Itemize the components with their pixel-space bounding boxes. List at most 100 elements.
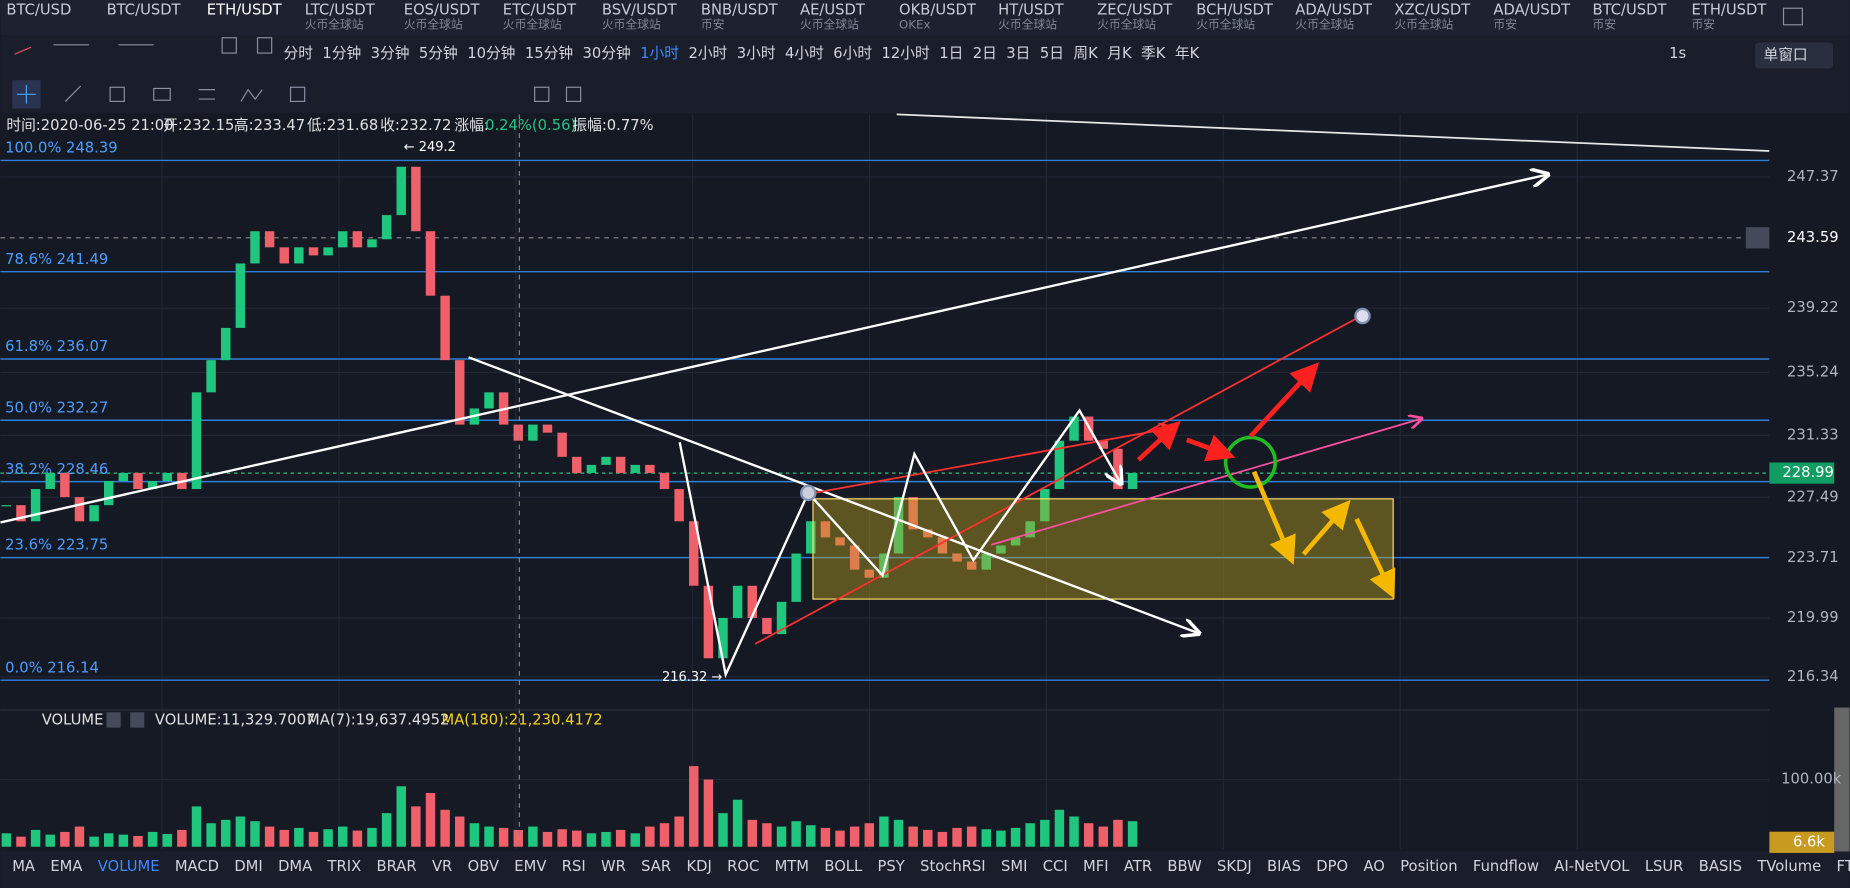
indicator-tab[interactable]: MFI [1083, 858, 1109, 875]
tab-venue[interactable]: 火币全球站 [1295, 17, 1354, 31]
indicator-tab[interactable]: OBV [468, 858, 499, 875]
tab-pair[interactable]: AE/USDT [800, 2, 866, 19]
timeframe[interactable]: 3分钟 [371, 45, 410, 62]
tab-pair[interactable]: LTC/USDT [305, 2, 376, 19]
volume-settings[interactable] [106, 712, 121, 728]
tab-venue[interactable]: 火币全球站 [305, 17, 364, 31]
indicator-tab[interactable]: StochRSI [920, 858, 986, 875]
timeframe[interactable]: 3日 [1006, 45, 1030, 62]
indicator-tab[interactable]: WR [601, 858, 626, 875]
tab-venue[interactable]: 火币全球站 [998, 17, 1057, 31]
indicator-tab[interactable]: CCI [1043, 858, 1068, 875]
timeframe[interactable]: 3小时 [737, 45, 776, 62]
indicator-tab[interactable]: BOLL [824, 858, 863, 875]
indicator-tab[interactable]: Fundflow [1473, 858, 1539, 875]
timeframe[interactable]: 4小时 [785, 45, 824, 62]
tab-pair[interactable]: HT/USDT [998, 2, 1065, 19]
indicator-tab[interactable]: BASIS [1699, 858, 1742, 875]
tab-pair[interactable]: BCH/USDT [1196, 2, 1274, 19]
indicator-tab[interactable]: BBW [1167, 858, 1202, 875]
tab-pair[interactable]: BTC/USDT [1592, 2, 1667, 19]
indicator-tab[interactable]: LSUR [1645, 858, 1684, 875]
indicator-tab[interactable]: TVolume [1756, 858, 1821, 875]
tab-pair[interactable]: XZC/USDT [1394, 2, 1471, 19]
tab-venue[interactable]: 币安 [1592, 17, 1616, 31]
indicator-tab[interactable]: Position [1400, 858, 1457, 875]
indicator-tab[interactable]: PSY [878, 858, 906, 875]
indicator-tab[interactable]: DMA [278, 858, 312, 875]
indicator-tab[interactable]: TRIX [327, 858, 362, 875]
indicator-tab[interactable]: MACD [175, 858, 219, 875]
indicator-tab[interactable]: DMI [234, 858, 262, 875]
timeframe[interactable]: 12小时 [882, 45, 930, 62]
indicator-tab[interactable]: BRAR [377, 858, 417, 875]
tab-venue[interactable]: 火币全球站 [404, 17, 463, 31]
timeframe[interactable]: 年K [1175, 45, 1200, 62]
tab-pair[interactable]: ADA/USDT [1295, 2, 1373, 19]
scrollbar[interactable] [1834, 707, 1850, 855]
drawings [0, 113, 1770, 850]
timeframe[interactable]: 2小时 [688, 45, 727, 62]
tab-pair[interactable]: ETH/USDT [1692, 2, 1768, 19]
indicator-tab[interactable]: AI-NetVOL [1554, 858, 1630, 875]
indicator-tab[interactable]: KDJ [686, 858, 711, 875]
tab-venue[interactable]: 火币全球站 [1097, 17, 1156, 31]
timeframe[interactable]: 2日 [973, 45, 997, 62]
indicator-tab[interactable]: DPO [1316, 858, 1348, 875]
window-mode[interactable]: 单窗口 [1763, 45, 1807, 63]
tab-venue[interactable]: 火币全球站 [1394, 17, 1453, 31]
indicator-tab[interactable]: BIAS [1267, 858, 1301, 875]
timeframe[interactable]: 15分钟 [525, 45, 573, 62]
timeframe[interactable]: 分时 [283, 45, 313, 62]
indicator-tab[interactable]: SAR [641, 858, 671, 875]
tab-pair[interactable]: ADA/USDT [1493, 2, 1571, 19]
indicator-tab[interactable]: RSI [562, 858, 586, 875]
indicator-tab[interactable]: MTM [775, 858, 809, 875]
indicator-tab[interactable]: ATR [1124, 858, 1152, 875]
add-tab[interactable] [1782, 7, 1803, 26]
tab-venue[interactable]: 火币全球站 [602, 17, 661, 31]
tab-pair[interactable]: BSV/USDT [602, 2, 678, 19]
tab-venue[interactable]: 币安 [1692, 17, 1716, 31]
tab-venue[interactable]: OKEx [899, 17, 930, 31]
candle [542, 424, 553, 433]
indicator-tab[interactable]: SMI [1001, 858, 1027, 875]
indicator-tab[interactable]: FTBS [1836, 858, 1850, 875]
tab-pair[interactable]: BTC/USD [6, 2, 71, 19]
tab-pair[interactable]: BNB/USDT [701, 2, 779, 19]
timeframe[interactable]: 5分钟 [419, 45, 458, 62]
candle [338, 231, 348, 248]
tab-pair[interactable]: EOS/USDT [404, 2, 481, 19]
timeframe[interactable]: 10分钟 [467, 45, 515, 62]
timeframe[interactable]: 5日 [1040, 45, 1064, 62]
timeframe[interactable]: 1日 [939, 45, 963, 62]
tab-venue[interactable]: 币安 [1493, 17, 1517, 31]
interval-toggle[interactable]: 1s [1669, 45, 1686, 62]
tab-pair[interactable]: ZEC/USDT [1097, 2, 1173, 19]
indicator-tab[interactable]: EMA [50, 858, 82, 875]
timeframe[interactable]: 6小时 [833, 45, 872, 62]
timeframe[interactable]: 周K [1073, 45, 1098, 62]
timeframe[interactable]: 1分钟 [322, 45, 361, 62]
indicator-tab[interactable]: VR [432, 858, 452, 875]
tab-pair[interactable]: ETH/USDT [207, 2, 283, 19]
indicator-tab[interactable]: AO [1363, 858, 1384, 875]
indicator-tab[interactable]: SKDJ [1217, 858, 1252, 875]
indicator-tab[interactable]: ROC [727, 858, 759, 875]
tab-venue[interactable]: 火币全球站 [503, 17, 562, 31]
tab-venue[interactable]: 火币全球站 [800, 17, 859, 31]
timeframe[interactable]: 1小时 [640, 45, 679, 62]
tab-pair[interactable]: BTC/USDT [107, 2, 182, 19]
tab-pair[interactable]: OKB/USDT [899, 2, 977, 19]
tab-venue[interactable]: 币安 [701, 17, 725, 31]
timeframe[interactable]: 30分钟 [583, 45, 631, 62]
indicator-tab[interactable]: EMV [514, 858, 546, 875]
tab-pair[interactable]: ETC/USDT [503, 2, 577, 19]
timeframe[interactable]: 季K [1141, 45, 1166, 62]
window-button[interactable] [1755, 42, 1834, 69]
indicator-tab[interactable]: VOLUME [98, 858, 160, 875]
tab-venue[interactable]: 火币全球站 [1196, 17, 1255, 31]
volume-close[interactable] [130, 712, 145, 728]
timeframe[interactable]: 月K [1107, 45, 1132, 62]
indicator-tab[interactable]: MA [12, 858, 35, 875]
